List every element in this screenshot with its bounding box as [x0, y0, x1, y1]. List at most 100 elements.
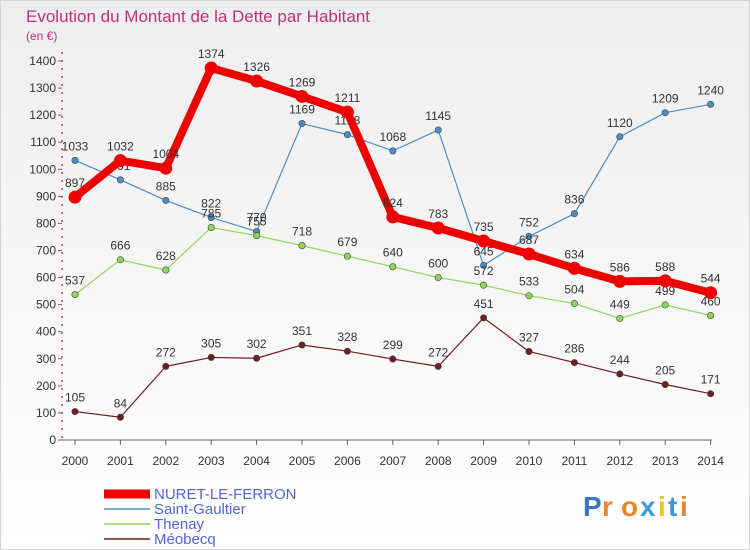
data-label: 504	[564, 283, 584, 297]
data-label: 897	[65, 176, 85, 190]
data-label: 1240	[697, 83, 724, 97]
data-point	[389, 355, 397, 363]
data-point	[434, 126, 442, 134]
x-tick-label: 2000	[62, 454, 89, 468]
data-point	[661, 109, 669, 117]
y-tick-label: 700	[36, 244, 56, 258]
data-point	[616, 133, 624, 141]
data-label: 1169	[289, 103, 315, 117]
data-point	[298, 341, 306, 349]
x-tick-label: 2008	[425, 454, 452, 468]
data-point	[477, 234, 491, 248]
x-tick-label: 2010	[516, 454, 543, 468]
x-tick-label: 2003	[198, 454, 225, 468]
data-label: 755	[247, 215, 267, 229]
data-label: 628	[156, 249, 176, 263]
data-point	[250, 74, 264, 88]
data-point	[253, 354, 261, 362]
data-point	[71, 291, 79, 299]
y-tick-label: 0	[49, 433, 56, 447]
data-point	[431, 221, 445, 235]
data-label: 351	[292, 324, 312, 338]
data-label: 533	[519, 275, 539, 289]
data-label: 770	[247, 211, 267, 225]
x-tick-label: 2001	[107, 454, 134, 468]
data-label: 666	[110, 239, 130, 253]
data-point	[343, 252, 351, 260]
data-label: 544	[701, 272, 721, 286]
y-tick-label: 800	[36, 216, 56, 230]
data-point	[661, 301, 669, 309]
data-label: 451	[474, 297, 494, 311]
legend-label: Méobecq	[154, 531, 216, 548]
data-point	[434, 274, 442, 282]
axes: 0 100 200 300 400 500 600 700 800 900 1000 1100 1200…	[29, 52, 724, 468]
y-tick-label: 600	[36, 271, 56, 285]
data-label: 824	[383, 196, 403, 210]
data-point	[298, 120, 306, 128]
data-label: 588	[655, 260, 675, 274]
series-line	[74, 317, 712, 418]
data-point	[71, 156, 79, 164]
data-point	[616, 314, 624, 322]
data-label: 885	[156, 179, 176, 193]
data-label: 302	[247, 337, 267, 351]
data-label: 572	[474, 264, 494, 278]
data-label: 286	[564, 342, 584, 356]
y-tick-label: 100	[36, 406, 56, 420]
data-point	[525, 347, 533, 355]
logo-letter: i	[658, 491, 666, 522]
data-point	[613, 274, 627, 288]
data-label: 1068	[379, 130, 406, 144]
data-label: 171	[701, 373, 721, 387]
x-tick-label: 2006	[334, 454, 361, 468]
data-point	[480, 281, 488, 289]
data-label: 679	[337, 235, 357, 249]
data-point	[298, 242, 306, 250]
data-point	[162, 196, 170, 204]
x-tick-label: 2014	[697, 454, 724, 468]
legend: NURET-LE-FERRONSaint-GaultierThenayMéobe…	[104, 486, 297, 548]
data-point	[658, 274, 672, 288]
data-point	[68, 190, 82, 204]
x-tick-label: 2005	[289, 454, 316, 468]
data-point	[389, 147, 397, 155]
data-point	[162, 266, 170, 274]
y-tick-label: 1300	[29, 81, 56, 95]
series-layer: 1033961885822770116911281068114564575283…	[62, 47, 724, 421]
data-label: 785	[201, 206, 221, 220]
data-label: 84	[114, 396, 128, 410]
logo-letter: i	[680, 491, 688, 522]
x-tick-label: 2013	[652, 454, 679, 468]
data-point	[707, 311, 715, 319]
data-point	[343, 347, 351, 355]
y-tick-label: 200	[36, 379, 56, 393]
y-tick-label: 900	[36, 189, 56, 203]
data-label: 205	[655, 364, 675, 378]
data-label: 1326	[243, 60, 270, 74]
logo-letter: o	[621, 491, 638, 522]
x-tick-label: 2011	[561, 454, 587, 468]
data-label: 1033	[62, 139, 89, 153]
data-label: 449	[610, 297, 630, 311]
data-point	[207, 213, 215, 221]
data-label: 328	[337, 330, 357, 344]
data-point	[253, 232, 261, 240]
data-label: 718	[292, 225, 312, 239]
data-point	[525, 232, 533, 240]
logo-letter: x	[640, 491, 656, 522]
data-label: 735	[474, 220, 494, 234]
data-label: 244	[610, 353, 630, 367]
y-tick-label: 500	[36, 298, 56, 312]
data-point	[707, 390, 715, 398]
logo-letter: r	[602, 491, 613, 522]
data-label: 586	[610, 260, 630, 274]
y-tick-label: 1000	[29, 162, 56, 176]
series-saint-gaultier: 1033961885822770116911281068114564575283…	[62, 83, 724, 269]
data-label: 1269	[289, 75, 316, 89]
legend-label: NURET-LE-FERRON	[154, 486, 297, 503]
data-label: 634	[564, 247, 584, 261]
data-point	[204, 61, 218, 75]
data-label: 822	[201, 196, 221, 210]
